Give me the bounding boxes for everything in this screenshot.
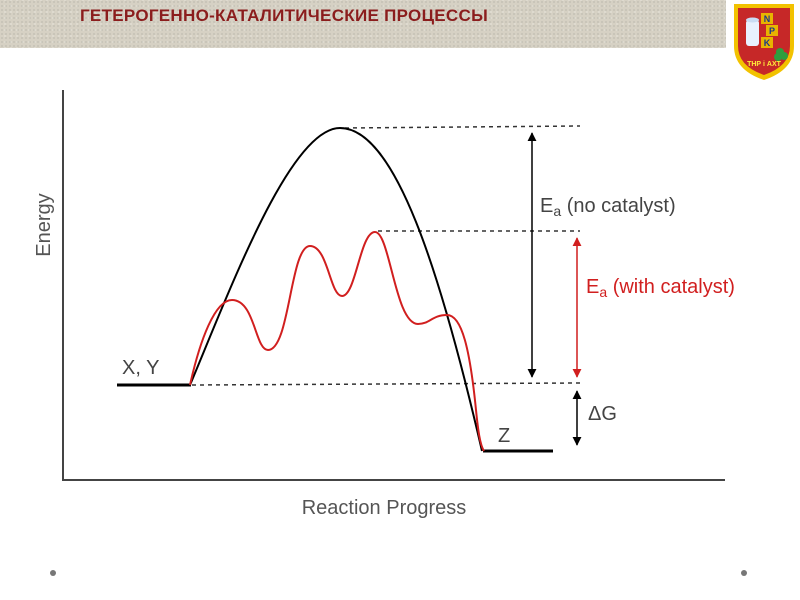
uncatalyzed-peak-dash <box>344 125 581 129</box>
catalyzed-curve <box>189 230 485 452</box>
product-label: Z <box>498 425 510 447</box>
delta-g-label: ΔG <box>588 403 617 425</box>
logo-letter-k: K <box>764 38 771 48</box>
ea-no-catalyst-label: Ea (no catalyst) <box>540 195 676 219</box>
page-title: ГЕТЕРОГЕННО-КАТАЛИТИЧЕСКИЕ ПРОЦЕССЫ <box>80 6 489 25</box>
college-logo: N P K ТНР і АХТ <box>734 4 794 80</box>
logo-letter-p: P <box>769 26 775 36</box>
x-axis-label: Reaction Progress <box>302 497 467 519</box>
ea-with-catalyst-label: Ea (with catalyst) <box>586 276 735 300</box>
logo-caption: ТНР і АХТ <box>747 60 782 68</box>
reactants-dash <box>191 382 581 386</box>
uncatalyzed-curve <box>189 126 483 452</box>
footer-dot-right <box>741 570 747 576</box>
logo-letter-n: N <box>764 14 771 24</box>
y-axis-label: Energy <box>33 193 55 256</box>
reactants-label: X, Y <box>122 357 159 379</box>
footer-dot-left <box>50 570 56 576</box>
title-bar: ГЕТЕРОГЕННО-КАТАЛИТИЧЕСКИЕ ПРОЦЕССЫ <box>0 0 726 48</box>
